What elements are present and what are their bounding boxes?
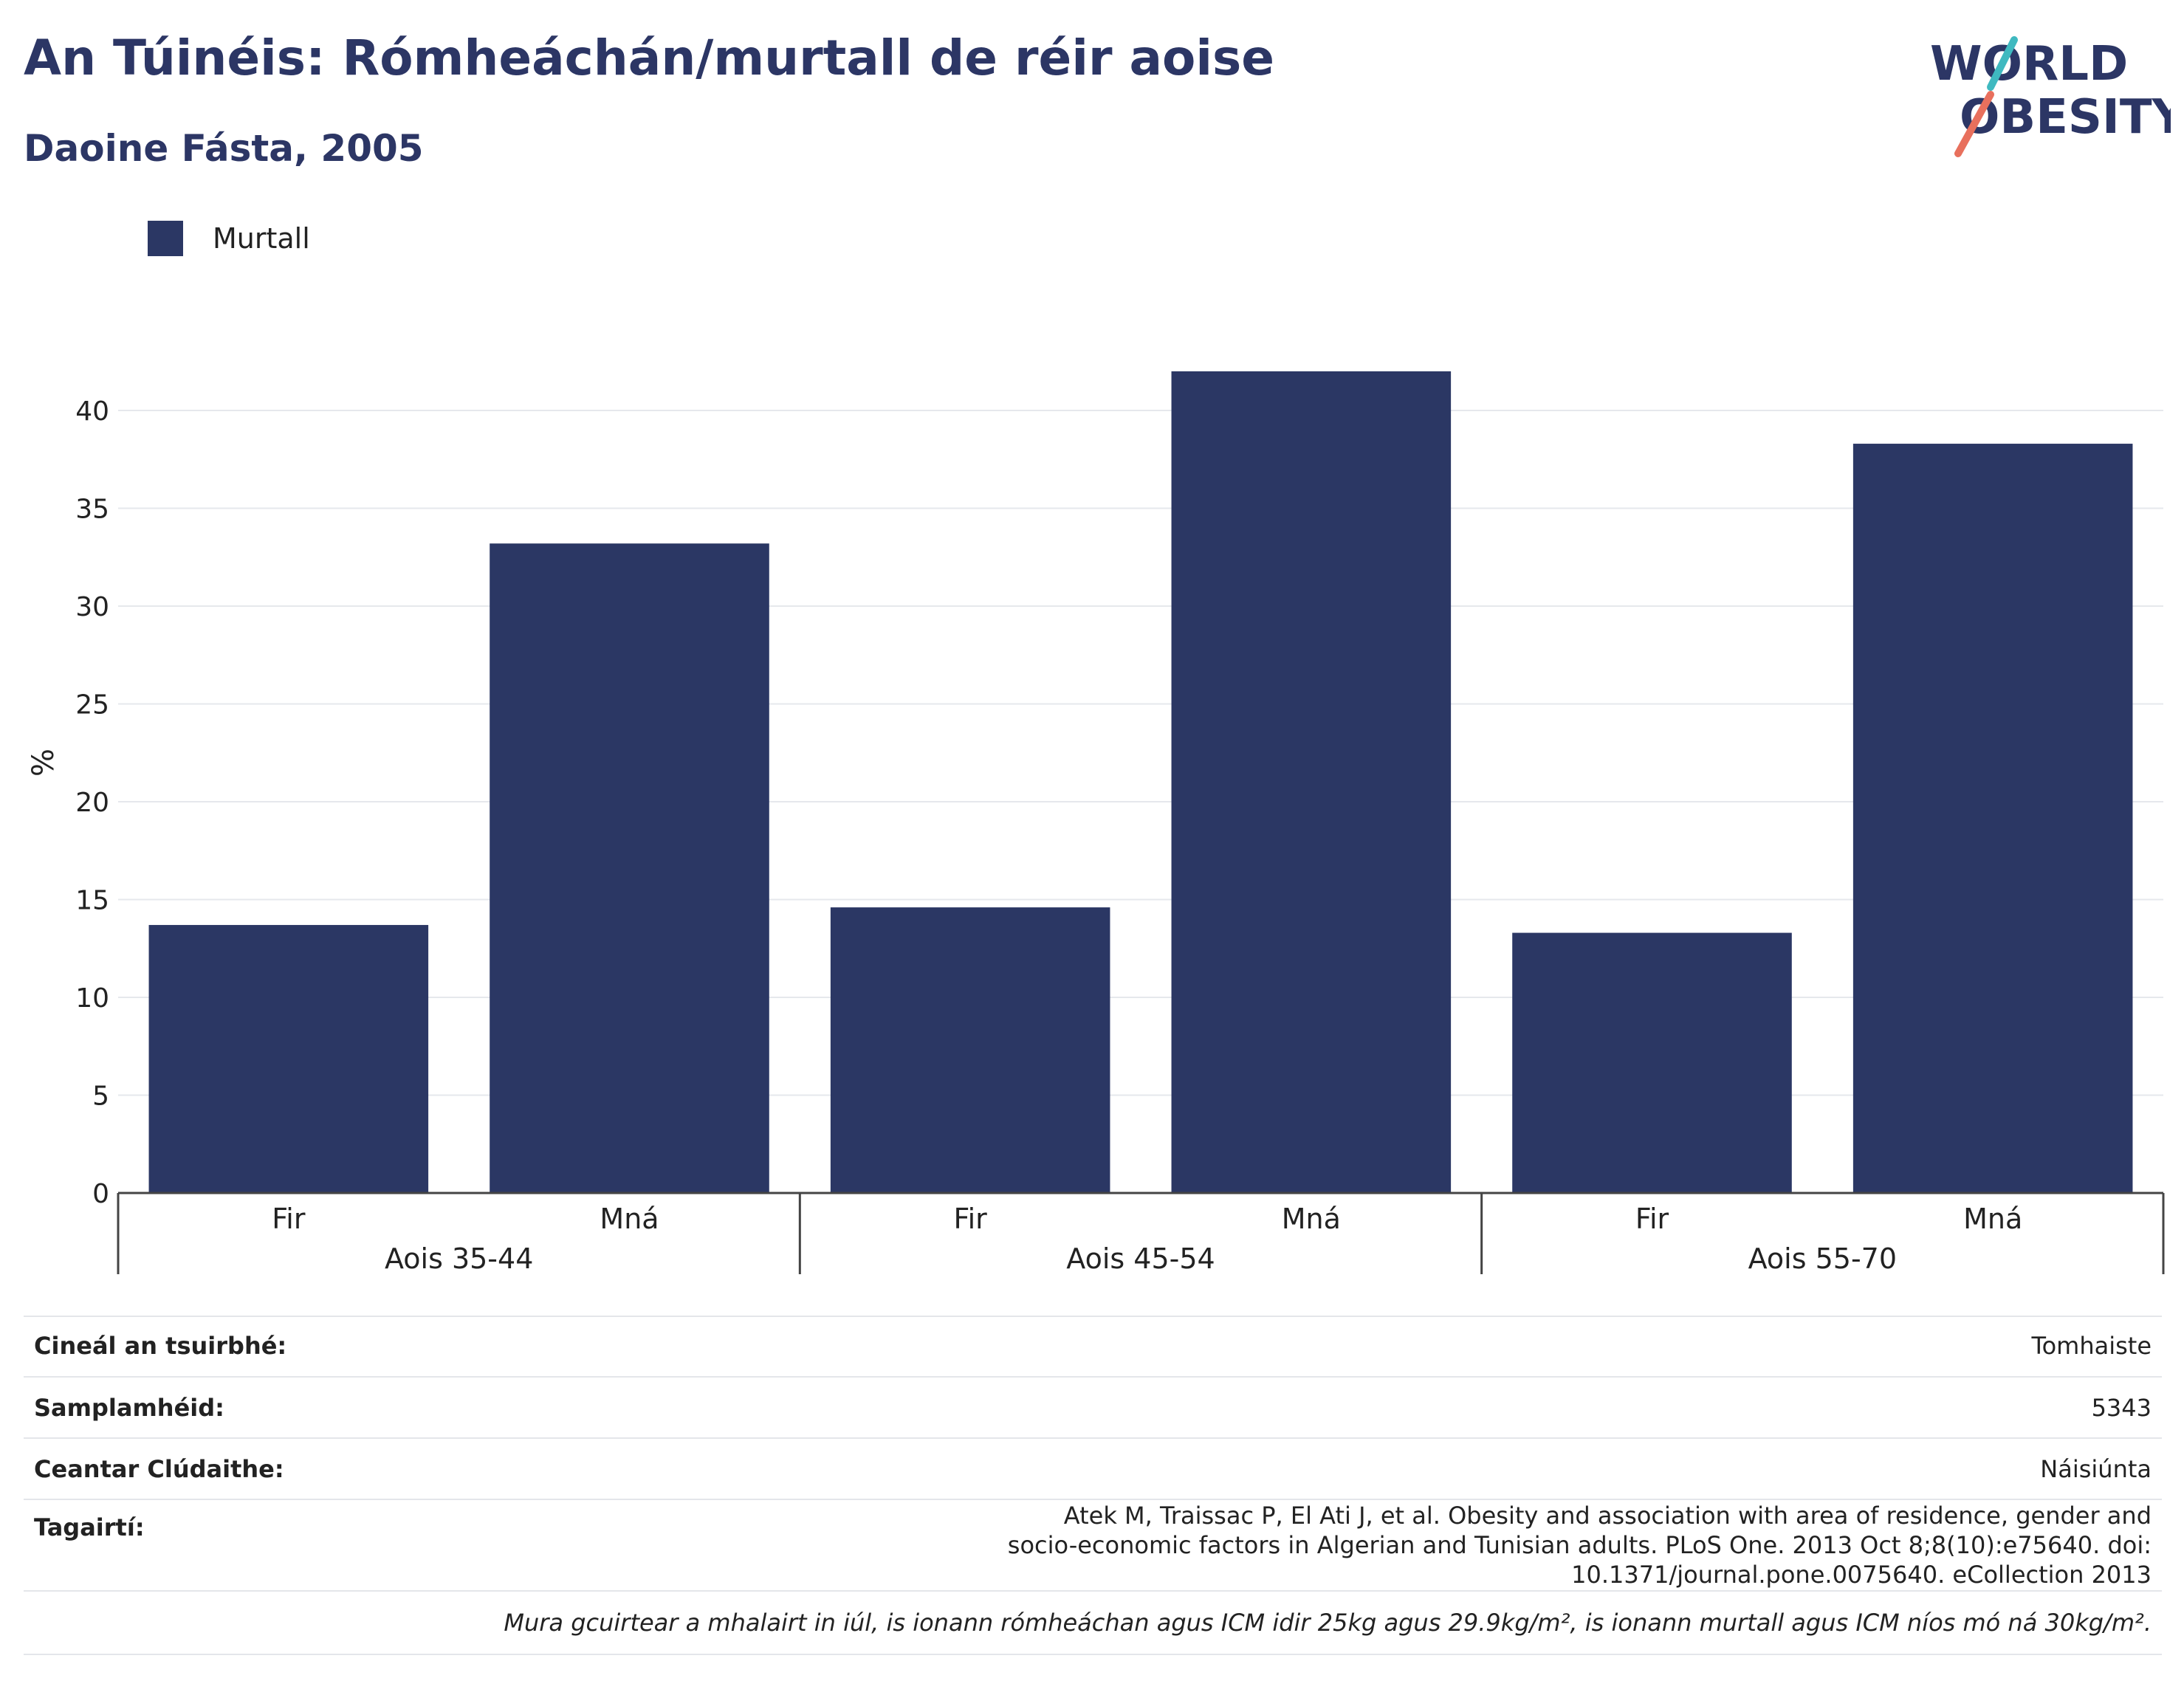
legend-swatch	[148, 221, 183, 256]
bar	[830, 907, 1110, 1193]
world-obesity-logo: WORLD OBESITY	[1930, 36, 2171, 157]
bar	[148, 924, 429, 1193]
info-value: Atek M, Traissac P, El Ati J, et al. Obe…	[487, 1499, 2162, 1592]
x-tick-label: Mná	[600, 1203, 659, 1235]
x-group-label: Aois 45-54	[1066, 1242, 1215, 1275]
y-tick-label: 25	[75, 690, 109, 721]
bar	[490, 543, 769, 1193]
logo-slash-coral-icon	[1954, 91, 1994, 157]
info-row-area-covered: Ceantar Clúdaithe: Náisiúnta	[24, 1438, 2162, 1500]
y-axis-label: %	[27, 749, 61, 777]
info-key: Samplamhéid:	[24, 1377, 487, 1439]
y-tick-label: 10	[75, 983, 109, 1014]
y-tick-label: 0	[92, 1179, 109, 1209]
x-group-label: Aois 55-70	[1748, 1242, 1897, 1275]
info-row-note: Mura gcuirtear a mhalairt in iúl, is ion…	[24, 1591, 2162, 1655]
info-value: 5343	[487, 1377, 2162, 1439]
y-tick-label: 15	[75, 886, 109, 916]
bmi-note: Mura gcuirtear a mhalairt in iúl, is ion…	[24, 1591, 2162, 1655]
x-tick-label: Fir	[272, 1203, 306, 1235]
info-key: Cineál an tsuirbhé:	[24, 1316, 487, 1378]
bar	[1852, 444, 2133, 1193]
x-tick-label: Fir	[1635, 1203, 1669, 1235]
info-key: Tagairtí:	[24, 1499, 487, 1592]
info-value: Náisiúnta	[487, 1438, 2162, 1500]
info-row-references: Tagairtí: Atek M, Traissac P, El Ati J, …	[24, 1499, 2162, 1592]
y-tick-label: 20	[75, 788, 109, 818]
y-tick-label: 30	[75, 592, 109, 622]
y-tick-label: 40	[75, 396, 109, 427]
legend-label: Murtall	[213, 222, 310, 255]
x-tick-label: Mná	[1963, 1203, 2022, 1235]
bar-chart: 0 5 10 15 20 25 30 35 40% Fir Mná Aois 35-44 Fir Mná A…	[27, 371, 2165, 1275]
logo-text-world: WORLD	[1930, 37, 2128, 92]
chart-subtitle: Daoine Fásta, 2005	[24, 127, 424, 170]
x-group-label: Aois 35-44	[385, 1242, 533, 1275]
info-row-sample-size: Samplamhéid: 5343	[24, 1377, 2162, 1439]
info-value: Tomhaiste	[487, 1316, 2162, 1378]
y-tick-label: 5	[92, 1082, 109, 1112]
chart-title: An Túinéis: Rómheáchán/murtall de réir a…	[24, 30, 1275, 86]
x-tick-label: Fir	[954, 1203, 988, 1235]
logo-slash-teal-icon	[1987, 36, 2018, 91]
info-key: Ceantar Clúdaithe:	[24, 1438, 487, 1500]
legend[interactable]: Murtall	[148, 219, 310, 258]
bar	[1171, 371, 1452, 1193]
logo-text-obesity: OBESITY	[1960, 90, 2171, 145]
y-tick-label: 35	[75, 495, 109, 525]
survey-info-table: Cineál an tsuirbhé: Tomhaiste Samplamhéi…	[24, 1316, 2162, 1655]
info-row-survey-type: Cineál an tsuirbhé: Tomhaiste	[24, 1316, 2162, 1378]
x-tick-label: Mná	[1282, 1203, 1341, 1235]
bar	[1512, 932, 1792, 1193]
